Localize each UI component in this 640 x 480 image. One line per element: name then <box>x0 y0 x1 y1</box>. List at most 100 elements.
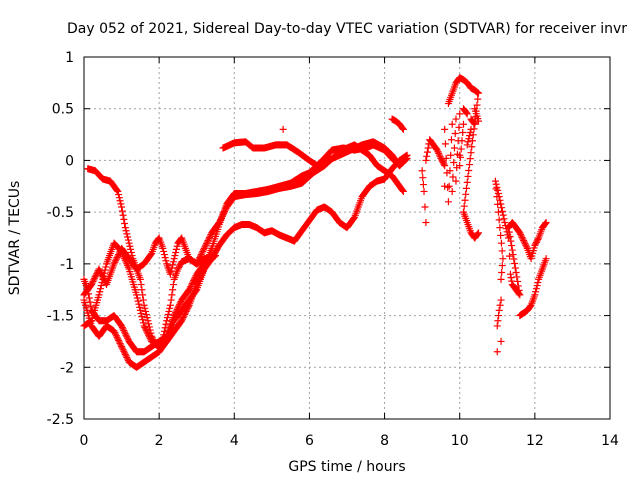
plot-area-border <box>83 56 611 420</box>
y-tick-label: 1 <box>65 50 74 66</box>
data-point <box>441 162 449 170</box>
data-point <box>133 294 141 302</box>
data-point <box>170 255 178 263</box>
data-point <box>172 307 180 315</box>
data-point <box>499 211 507 219</box>
data-point <box>497 296 505 304</box>
y-tick-label: -2.5 <box>47 412 74 428</box>
data-point <box>532 285 540 293</box>
data-point <box>139 296 147 304</box>
data-point <box>114 252 122 260</box>
data-point <box>175 302 183 310</box>
data-point <box>118 344 126 352</box>
data-point <box>114 335 122 343</box>
data-point <box>185 286 193 294</box>
data-point <box>418 167 426 175</box>
data-point <box>188 280 196 288</box>
data-point <box>112 257 120 265</box>
data-point <box>498 207 506 215</box>
data-point <box>161 324 169 332</box>
data-point <box>211 252 219 260</box>
data-point <box>115 338 123 346</box>
data-point <box>508 242 516 250</box>
data-point <box>86 298 94 306</box>
data-point <box>183 306 191 314</box>
x-tick-label: 12 <box>526 433 544 449</box>
data-point <box>160 247 168 255</box>
data-point <box>424 144 432 152</box>
data-point <box>121 349 129 357</box>
data-point <box>118 343 126 351</box>
data-point <box>142 307 150 315</box>
data-point <box>467 149 475 157</box>
data-point <box>138 313 146 321</box>
data-point <box>181 311 189 319</box>
data-point <box>166 270 174 278</box>
data-point <box>201 243 209 251</box>
data-point <box>472 107 480 115</box>
data-point <box>178 315 186 323</box>
data-point <box>115 336 123 344</box>
data-point <box>145 320 153 328</box>
data-point <box>422 156 430 164</box>
data-point <box>534 235 542 243</box>
data-point <box>456 153 464 161</box>
data-point <box>516 229 524 237</box>
data-point <box>100 269 108 277</box>
data-point <box>133 291 141 299</box>
data-point <box>459 129 467 137</box>
data-point <box>447 151 455 159</box>
data-point <box>186 284 194 292</box>
data-point <box>533 282 541 290</box>
data-point <box>87 302 95 310</box>
data-point <box>136 306 144 314</box>
data-point <box>442 154 450 162</box>
data-point <box>448 187 456 195</box>
data-point <box>456 110 464 118</box>
data-point <box>496 301 504 309</box>
data-point <box>474 89 482 97</box>
data-point <box>187 281 195 289</box>
data-point <box>497 200 505 208</box>
data-point <box>475 229 482 237</box>
data-point <box>190 276 198 284</box>
data-point <box>123 230 131 238</box>
data-point <box>399 124 407 132</box>
data-point <box>162 320 170 328</box>
data-point <box>440 160 448 168</box>
data-point <box>157 339 165 347</box>
data-point <box>113 333 121 341</box>
data-point <box>120 215 128 223</box>
data-point <box>123 333 131 341</box>
x-tick-label: 10 <box>451 433 469 449</box>
data-point <box>191 273 199 281</box>
data-point <box>449 173 457 181</box>
data-point <box>500 215 508 223</box>
data-point <box>471 113 479 121</box>
data-point <box>451 130 459 138</box>
data-point <box>173 242 181 250</box>
x-axis-label: GPS time / hours <box>288 459 405 475</box>
data-point <box>124 355 132 363</box>
x-tick-label: 2 <box>155 433 164 449</box>
data-point <box>498 262 506 270</box>
data-point <box>112 332 120 340</box>
data-point <box>92 271 100 279</box>
data-point <box>511 260 519 268</box>
data-point <box>523 243 531 251</box>
data-point <box>149 336 157 344</box>
data-point <box>116 339 124 347</box>
data-point <box>121 350 129 358</box>
data-point <box>494 190 502 198</box>
data-point <box>495 193 503 201</box>
data-point <box>113 254 121 262</box>
data-point <box>463 178 471 186</box>
data-point <box>468 137 476 145</box>
data-point <box>399 186 407 194</box>
data-point <box>514 282 522 290</box>
data-point <box>464 172 472 180</box>
data-point <box>150 337 158 345</box>
data-point <box>169 286 177 294</box>
data-point <box>89 277 97 285</box>
